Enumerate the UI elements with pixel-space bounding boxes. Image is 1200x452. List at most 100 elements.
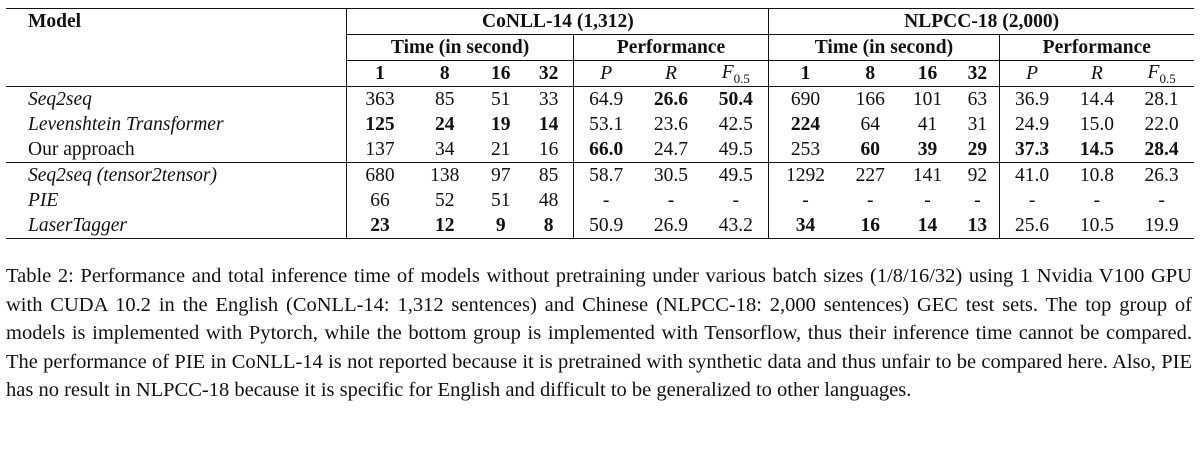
value-cell: 58.7 [573, 162, 639, 188]
value-cell: 22.0 [1144, 113, 1179, 135]
batch-size-header: 32 [956, 60, 1000, 87]
value-cell: 85 [524, 162, 574, 188]
value-cell: 14.4 [1064, 86, 1130, 112]
metric-header: R [665, 62, 677, 84]
value-cell: 24.7 [653, 138, 689, 160]
value-cell: 23 [346, 213, 413, 239]
batch-size-header: 1 [800, 62, 811, 84]
value-cell: 24.9 [1015, 113, 1050, 135]
value-cell: 33 [524, 86, 574, 112]
value-cell: 166 [841, 86, 899, 112]
metric-header: F0.5 [1147, 61, 1176, 86]
value-cell: - [956, 188, 1000, 213]
value-cell: 141 [898, 162, 957, 188]
value-cell: 31 [956, 112, 1000, 137]
value-cell: 97 [476, 162, 525, 188]
subgroup-time-conll: Time (in second) [346, 34, 574, 61]
metric-header: P [600, 62, 613, 84]
value-cell: 28.1 [1129, 86, 1194, 112]
value-cell: 16 [841, 213, 899, 239]
value-cell: 66.0 [589, 138, 624, 160]
value-cell: 53.1 [589, 113, 624, 135]
value-cell: 10.5 [1064, 213, 1130, 239]
value-cell: 12 [412, 213, 477, 239]
metric-header: P [1026, 62, 1039, 84]
value-cell: 26.3 [1129, 162, 1194, 188]
subgroup-performance-nlpcc: Performance [999, 34, 1194, 61]
value-cell: 363 [346, 86, 413, 112]
value-cell: - [924, 189, 931, 211]
value-cell: 227 [841, 162, 899, 188]
header-row-datasets: Model CoNLL-14 (1,312) NLPCC-18 (2,000) [6, 8, 1194, 35]
value-cell: - [867, 189, 874, 211]
table-row: Our approach 137 34 21 16 66.0 24.7 49.5 253 60 39… [6, 137, 1194, 163]
value-cell: 63 [956, 86, 1000, 112]
value-cell: 253 [790, 138, 821, 160]
value-cell: 16 [524, 137, 574, 163]
model-name-cell: LaserTagger [6, 213, 348, 239]
value-cell: 26.6 [638, 86, 704, 112]
model-name-cell: PIE [6, 188, 348, 213]
value-cell: 64 [860, 113, 881, 135]
dataset-header-nlpcc: NLPCC-18 (2,000) [768, 8, 1194, 35]
value-cell: 1292 [768, 162, 842, 188]
value-cell: 23.6 [653, 113, 689, 135]
model-name-cell: Seq2seq [6, 86, 348, 112]
value-cell: - [602, 189, 610, 211]
value-cell: - [1093, 189, 1101, 211]
batch-size-header: 16 [917, 62, 938, 84]
value-cell: 29 [956, 137, 1000, 163]
value-cell: 42.5 [703, 112, 770, 137]
value-cell: 125 [365, 113, 395, 135]
value-cell: 28.4 [1144, 138, 1179, 160]
value-cell: 680 [346, 162, 413, 188]
subgroup-time-nlpcc: Time (in second) [768, 34, 1000, 61]
value-cell: 49.5 [703, 137, 770, 163]
value-cell: 92 [956, 162, 1000, 188]
metric-header: R [1090, 62, 1103, 84]
header-row-columns: 1 8 16 32 P R F0.5 1 8 16 32 P R F0.5 [6, 60, 1194, 87]
value-cell: 24 [434, 113, 455, 135]
batch-size-header: 8 [865, 62, 876, 84]
value-cell: 39 [917, 138, 938, 160]
batch-size-header: 32 [524, 60, 574, 87]
value-cell: - [1028, 189, 1036, 211]
value-cell: 37.3 [1015, 138, 1050, 160]
model-name-cell: Seq2seq (tensor2tensor) [6, 162, 348, 188]
value-cell: 8 [524, 213, 574, 239]
batch-size-header: 16 [491, 62, 511, 84]
value-cell: 50.9 [573, 213, 639, 239]
value-cell: 14 [898, 213, 957, 239]
metric-header: F0.5 [703, 60, 770, 87]
value-cell: 26.9 [638, 213, 704, 239]
table-row: PIE 66 52 51 48 - - - - - - - - - - [6, 188, 1194, 213]
value-cell: 14 [524, 112, 574, 137]
value-cell: 64.9 [573, 86, 639, 112]
value-cell: - [667, 189, 675, 211]
value-cell: 101 [898, 86, 957, 112]
table-row: Seq2seq (tensor2tensor) 680 138 97 85 58.7 30.… [6, 162, 1194, 188]
value-cell: 49.5 [703, 162, 770, 188]
value-cell: 13 [956, 213, 1000, 239]
value-cell: 19 [491, 113, 511, 135]
model-name-cell: Levenshtein Transformer [6, 112, 348, 137]
value-cell: 51 [491, 189, 511, 211]
value-cell: 43.2 [703, 213, 770, 239]
value-cell: 50.4 [703, 86, 770, 112]
value-cell: 30.5 [638, 162, 704, 188]
value-cell: 48 [524, 188, 574, 213]
value-cell: - [802, 189, 809, 211]
value-cell: 19.9 [1129, 213, 1194, 239]
value-cell: 10.8 [1064, 162, 1130, 188]
value-cell: 60 [860, 138, 881, 160]
subgroup-performance-conll: Performance [573, 34, 770, 61]
table-row: Seq2seq 363 85 51 33 64.9 26.6 50.4 690 166 101 63 3… [6, 86, 1194, 112]
batch-size-header: 8 [439, 62, 450, 84]
blank-header-cell [6, 34, 348, 61]
value-cell: 66 [370, 189, 390, 211]
value-cell: 14.5 [1079, 138, 1114, 160]
model-column-header: Model [6, 8, 348, 35]
value-cell: 36.9 [999, 86, 1065, 112]
value-cell: 224 [790, 113, 821, 135]
